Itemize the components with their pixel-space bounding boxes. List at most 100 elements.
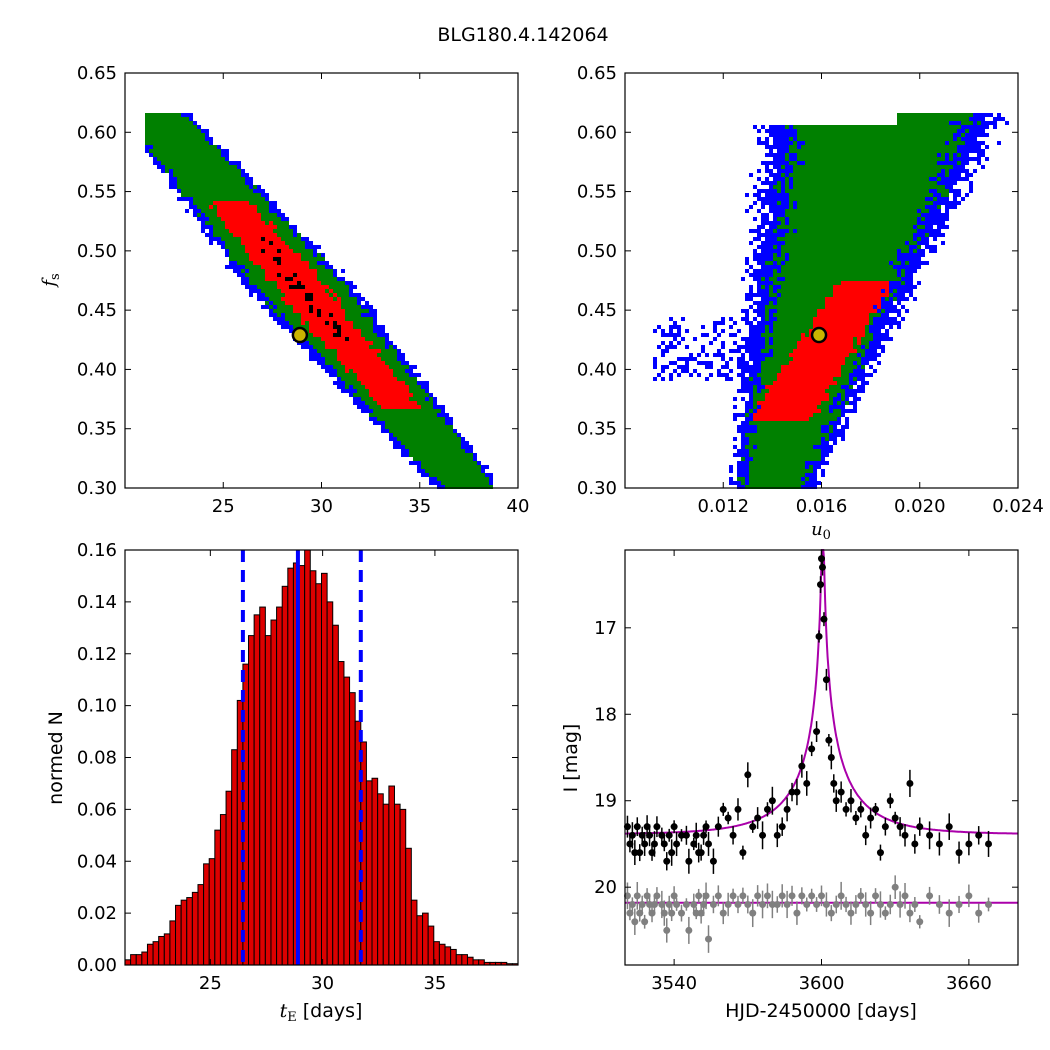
p2-cell [789, 153, 793, 157]
p2-cell [821, 249, 825, 253]
p2-cell [865, 249, 869, 253]
p1-cell [273, 301, 277, 305]
p1-cell [197, 173, 201, 177]
p1-cell [229, 193, 233, 197]
p2-cell [837, 173, 841, 177]
p1-cell [281, 325, 285, 329]
p2-cell [897, 197, 901, 201]
p2-cell [793, 313, 797, 317]
p1-cell [257, 197, 261, 201]
p2-cell [873, 313, 877, 317]
p2-cell [777, 157, 781, 161]
p2-cell [833, 261, 837, 265]
p1-cell [281, 261, 285, 265]
p1-cell [377, 381, 381, 385]
p2-cell [849, 217, 853, 221]
p1-cell [285, 257, 289, 261]
p1-cell [313, 253, 317, 257]
p1-cell [369, 353, 373, 357]
p2-cell [969, 129, 973, 133]
p1-cell [201, 149, 205, 153]
p2-cell [757, 233, 761, 237]
p1-cell [393, 389, 397, 393]
p1-cell [333, 317, 337, 321]
p1-cell [229, 237, 233, 241]
p2-cell [937, 217, 941, 221]
p2-cell [801, 349, 805, 353]
p1-cell [297, 245, 301, 249]
p2-cell [781, 261, 785, 265]
p1-cell [329, 325, 333, 329]
p2-cell [781, 173, 785, 177]
p1-cell [417, 405, 421, 409]
p1-cell [261, 225, 265, 229]
p1-cell [309, 261, 313, 265]
p2-cell [797, 145, 801, 149]
p1-cell [397, 401, 401, 405]
p2-cell [765, 253, 769, 257]
p2-cell [853, 309, 857, 313]
p1-cell [325, 365, 329, 369]
p2-cell [781, 137, 785, 141]
p1-cell [233, 193, 237, 197]
p1-cell [261, 197, 265, 201]
p2-cell [817, 197, 821, 201]
p2-cell [893, 173, 897, 177]
p2-cell [845, 201, 849, 205]
p1-cell [189, 169, 193, 173]
p1-cell [405, 421, 409, 425]
p1-cell [169, 137, 173, 141]
p2-cell [737, 345, 741, 349]
p1-cell [321, 325, 325, 329]
p1-cell [229, 213, 233, 217]
p1-cell [225, 153, 229, 157]
p1-cell [293, 289, 297, 293]
p2-cell [833, 165, 837, 169]
p1-cell [381, 409, 385, 413]
p2-cell [865, 193, 869, 197]
p2-cell [977, 129, 981, 133]
p2-cell [777, 137, 781, 141]
p2-cell [845, 197, 849, 201]
p1-cell [369, 337, 373, 341]
p1-cell [177, 145, 181, 149]
p1-cell [249, 253, 253, 257]
p2-cell [849, 125, 853, 129]
p2-cell [805, 229, 809, 233]
p2-cell [781, 313, 785, 317]
p2-cell [789, 201, 793, 205]
p1-cell [209, 193, 213, 197]
p1-cell [237, 177, 241, 181]
p2-cell [749, 341, 753, 345]
p1-cell [437, 477, 441, 481]
p1-cell [169, 177, 173, 181]
p2-cell [897, 241, 901, 245]
p2-cell [905, 277, 909, 281]
p1-cell [333, 341, 337, 345]
p1-cell [169, 165, 173, 169]
p2-cell [773, 261, 777, 265]
p2-cell [801, 253, 805, 257]
p1-cell [201, 177, 205, 181]
p1-cell [185, 193, 189, 197]
p2-cell [873, 257, 877, 261]
p1-cell [297, 309, 301, 313]
p1-cell [445, 441, 449, 445]
p2-cell [857, 317, 861, 321]
p2-cell [849, 289, 853, 293]
p2-cell [933, 125, 937, 129]
p2-cell [969, 121, 973, 125]
p2-cell [761, 289, 765, 293]
p1-cell [221, 185, 225, 189]
p1-cell [189, 165, 193, 169]
p1-cell [361, 397, 365, 401]
p1-cell [313, 281, 317, 285]
p2-cell [857, 173, 861, 177]
p2-cell [841, 161, 845, 165]
p2-cell [929, 249, 933, 253]
p1-cell [317, 341, 321, 345]
p2-cell [773, 253, 777, 257]
p1-cell [193, 205, 197, 209]
p2-cell [833, 145, 837, 149]
p1-cell [441, 417, 445, 421]
